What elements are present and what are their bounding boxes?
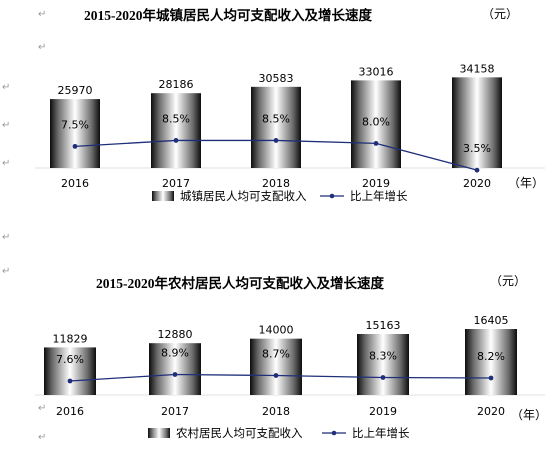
growth-point xyxy=(373,141,379,146)
x-unit-label: （年） xyxy=(508,176,544,190)
growth-point xyxy=(380,375,386,380)
bar-value-label: 11829 xyxy=(53,332,88,345)
svg-text:↵: ↵ xyxy=(2,82,10,93)
legend-bar-swatch xyxy=(152,191,174,201)
growth-label: 8.0% xyxy=(362,115,390,128)
bar-value-label: 15163 xyxy=(366,319,401,332)
bar-value-label: 34158 xyxy=(460,62,495,75)
bar xyxy=(44,347,96,395)
legend: 农村居民人均可支配收入 比上年增长 xyxy=(148,426,410,440)
bar-value-label: 14000 xyxy=(259,324,294,337)
growth-point xyxy=(173,138,179,143)
x-tick-label: 2019 xyxy=(369,405,397,418)
svg-text:↵: ↵ xyxy=(2,266,10,277)
bar-value-label: 30583 xyxy=(259,72,294,85)
growth-label: 8.3% xyxy=(369,350,397,363)
x-tick-label: 2018 xyxy=(262,177,290,190)
x-tick-label: 2017 xyxy=(162,177,190,190)
bar-value-label: 33016 xyxy=(359,65,394,78)
x-tick-label: 2019 xyxy=(362,177,390,190)
growth-label: 8.5% xyxy=(262,112,290,125)
x-tick-label: 2020 xyxy=(477,405,505,418)
x-tick-label: 2016 xyxy=(61,177,89,190)
growth-point xyxy=(488,375,494,381)
legend: 城镇居民人均可支配收入 比上年增长 xyxy=(152,189,408,203)
chart-marks: 11829 12880 14000 15163 16405 7.6% 8.9% 8.7% 8.3… xyxy=(44,314,517,418)
x-unit-label: （年） xyxy=(511,408,547,422)
growth-point xyxy=(273,373,279,378)
bar-value-label: 12880 xyxy=(158,328,193,341)
growth-label: 3.5% xyxy=(463,142,491,155)
bar xyxy=(50,99,100,168)
growth-point xyxy=(273,138,279,143)
svg-text:↵: ↵ xyxy=(2,120,10,131)
bar xyxy=(151,93,201,168)
growth-label: 8.2% xyxy=(477,350,505,363)
growth-point xyxy=(72,143,78,149)
bar-value-label: 28186 xyxy=(159,78,194,91)
y-unit-label: （元） xyxy=(482,7,518,21)
svg-text:↵: ↵ xyxy=(2,232,10,243)
svg-text:↵: ↵ xyxy=(38,432,46,443)
chart-marks: 25970 28186 30583 33016 34158 7.5% 8.5% 8.5% 8.0… xyxy=(50,62,502,190)
legend-line-marker xyxy=(331,430,337,436)
legend-bar-swatch xyxy=(148,428,170,438)
legend-line-label: 比上年增长 xyxy=(350,189,408,203)
svg-text:↵: ↵ xyxy=(2,158,10,169)
bar-value-label: 16405 xyxy=(474,314,509,327)
svg-text:↵: ↵ xyxy=(38,42,46,53)
bar xyxy=(357,333,409,395)
growth-point xyxy=(172,372,178,377)
urban-income-chart-svg: ↵ ↵ ↵ ↵ ↵ 2015-2020年城镇居民人均可支配收入及增长速度 （元）… xyxy=(2,7,545,203)
bar xyxy=(149,343,201,395)
bar xyxy=(251,86,301,168)
growth-label: 8.7% xyxy=(262,348,290,361)
svg-text:↵: ↵ xyxy=(38,9,46,20)
x-tick-label: 2016 xyxy=(56,405,84,418)
rural-income-chart: ↵ ↵ ↵ ↵ 2015-2020年农村居民人均可支配收入及增长速度 （元） （… xyxy=(0,228,557,457)
growth-point xyxy=(67,378,73,384)
rural-income-chart-svg: ↵ ↵ ↵ ↵ 2015-2020年农村居民人均可支配收入及增长速度 （元） （… xyxy=(2,232,547,443)
x-tick-label: 2020 xyxy=(463,177,491,190)
legend-bar-label: 城镇居民人均可支配收入 xyxy=(180,189,307,203)
legend-line-marker xyxy=(329,193,335,199)
growth-label: 7.5% xyxy=(61,118,89,131)
chart-title: 2015-2020年农村居民人均可支配收入及增长速度 xyxy=(96,275,384,291)
legend-line-label: 比上年增长 xyxy=(352,426,410,440)
bar xyxy=(465,329,517,395)
bar xyxy=(351,80,401,168)
x-tick-label: 2017 xyxy=(161,405,189,418)
legend-bar-label: 农村居民人均可支配收入 xyxy=(176,426,303,440)
growth-label: 8.5% xyxy=(162,112,190,125)
bar xyxy=(452,77,502,168)
growth-point xyxy=(474,167,480,173)
growth-label: 7.6% xyxy=(56,353,84,366)
bar xyxy=(250,338,302,395)
bar-value-label: 25970 xyxy=(58,84,93,97)
y-unit-label: （元） xyxy=(490,274,526,288)
x-tick-label: 2018 xyxy=(262,405,290,418)
growth-label: 8.9% xyxy=(161,347,189,360)
svg-text:↵: ↵ xyxy=(38,403,46,414)
chart-title: 2015-2020年城镇居民人均可支配收入及增长速度 xyxy=(84,7,372,23)
urban-income-chart: ↵ ↵ ↵ ↵ ↵ 2015-2020年城镇居民人均可支配收入及增长速度 （元）… xyxy=(0,0,557,228)
